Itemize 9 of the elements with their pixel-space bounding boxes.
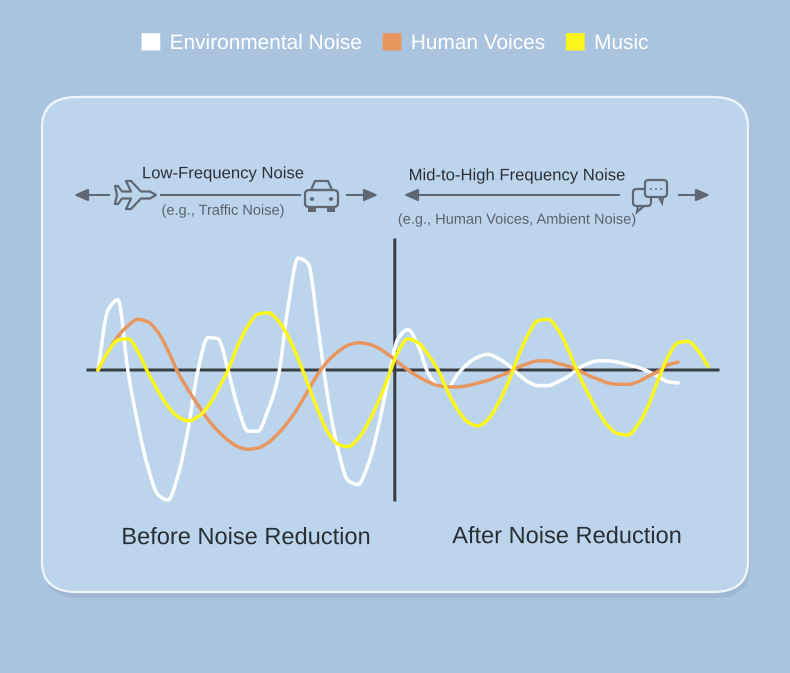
text: (e.g., Traffic Noise) — [162, 204, 284, 218]
legend-label: Music — [596, 34, 648, 50]
text: (e.g., Human Voices, Ambient Noise) — [398, 213, 636, 227]
text: Low-Frequency Noise — [143, 166, 304, 182]
text: Mid-to-High Frequency Noise — [410, 168, 625, 184]
legend-label: Environmental Noise — [171, 34, 361, 50]
legend-label: Human Voices — [412, 34, 544, 50]
text: Before Noise Reduction — [123, 526, 370, 544]
text: After Noise Reduction — [452, 526, 680, 544]
